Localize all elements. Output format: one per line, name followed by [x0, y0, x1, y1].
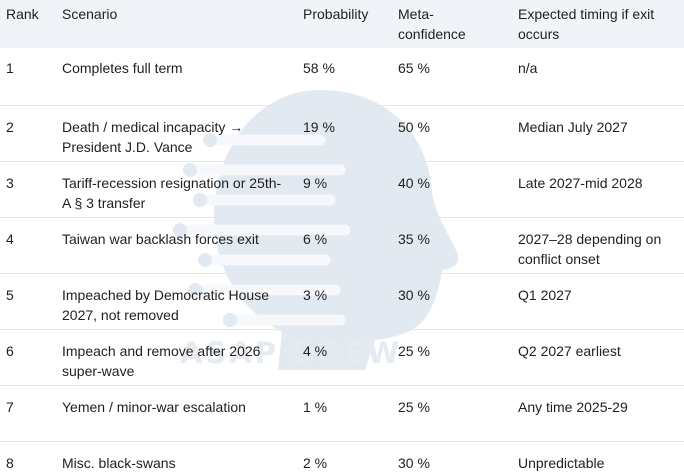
header-timing: Expected timing if exit occurs — [518, 0, 684, 48]
timing-cell: Any time 2025-29 — [518, 384, 684, 441]
table-row: 7 Yemen / minor-war escalation 1 % 25 % … — [0, 384, 684, 441]
scenario-text: Death / medical incapacity → President J… — [62, 118, 244, 155]
timing-text: Late 2027-mid 2028 — [518, 174, 643, 191]
table-header-row: Rank Scenario Probability Meta-confidenc… — [0, 0, 684, 48]
meta-confidence-cell: 40 % — [398, 160, 518, 217]
table-row: 8 Misc. black-swans 2 % 30 % Unpredictab… — [0, 440, 684, 473]
meta-confidence-cell: 65 % — [398, 60, 430, 76]
probability-cell: 4 % — [303, 328, 398, 385]
scenario-cell: Completes full term — [62, 48, 303, 105]
probability-cell: 2 % — [303, 440, 398, 473]
table-row: 5 Impeached by Democratic House 2027, no… — [0, 272, 684, 329]
timing-cell: Q1 2027 — [518, 272, 684, 329]
meta-confidence-cell: 35 % — [398, 216, 518, 273]
probability-cell: 58 % — [303, 60, 335, 76]
meta-confidence-cell: 50 % — [398, 104, 518, 161]
timing-text: Any time 2025-29 — [518, 398, 628, 415]
timing-text: Unpredictable — [518, 454, 605, 471]
timing-text: 2027–28 depending on conflict onset — [518, 230, 662, 267]
timing-cell: Median July 2027 — [518, 104, 684, 161]
scenario-text: Completes full term — [62, 60, 183, 76]
scenario-cell: Yemen / minor-war escalation — [62, 384, 303, 441]
scenario-text: Yemen / minor-war escalation — [62, 398, 246, 415]
header-probability: Probability — [303, 6, 369, 22]
timing-cell: Late 2027-mid 2028 — [518, 160, 684, 217]
rank-cell: 8 — [0, 440, 62, 473]
scenario-cell: Impeach and remove after 2026 super-wave — [62, 328, 303, 385]
scenario-cell: Impeached by Democratic House 2027, not … — [62, 272, 303, 329]
scenario-cell: Taiwan war backlash forces exit — [62, 216, 303, 273]
meta-confidence-cell: 30 % — [398, 440, 518, 473]
probability-cell: 1 % — [303, 384, 398, 441]
rank-cell: 4 — [0, 216, 62, 273]
scenario-text: Impeached by Democratic House 2027, not … — [62, 286, 269, 323]
header-scenario: Scenario — [62, 6, 118, 22]
timing-text: Q1 2027 — [518, 286, 572, 303]
meta-confidence-cell: 25 % — [398, 384, 518, 441]
scenario-cell: Misc. black-swans — [62, 440, 303, 473]
table-row: 4 Taiwan war backlash forces exit 6 % 35… — [0, 216, 684, 273]
scenario-text: Misc. black-swans — [62, 454, 176, 471]
scenario-cell: Tariff-recession resignation or 25th-A §… — [62, 160, 303, 217]
timing-text: n/a — [518, 60, 538, 76]
timing-cell: Unpredictable — [518, 440, 684, 473]
header-timing-label: Expected timing if exit occurs — [518, 6, 655, 42]
scenario-text: Taiwan war backlash forces exit — [62, 230, 259, 247]
timing-cell: n/a — [518, 48, 684, 105]
timing-text: Q2 2027 earliest — [518, 342, 621, 359]
probability-cell: 3 % — [303, 272, 398, 329]
probability-cell: 6 % — [303, 216, 398, 273]
probability-cell: 9 % — [303, 160, 398, 217]
table-row: 3 Tariff-recession resignation or 25th-A… — [0, 160, 684, 217]
table-row: 2 Death / medical incapacity → President… — [0, 104, 684, 161]
timing-cell: 2027–28 depending on conflict onset — [518, 216, 684, 273]
probability-cell: 19 % — [303, 104, 398, 161]
table-row: 1 Completes full term 58 % 65 % n/a — [0, 48, 684, 105]
timing-cell: Q2 2027 earliest — [518, 328, 684, 385]
timing-text: Median July 2027 — [518, 118, 628, 135]
scenario-text: Tariff-recession resignation or 25th-A §… — [62, 174, 282, 211]
rank-cell: 2 — [0, 104, 62, 161]
meta-confidence-cell: 30 % — [398, 272, 518, 329]
rank-cell: 7 — [0, 384, 62, 441]
table-row: 6 Impeach and remove after 2026 super-wa… — [0, 328, 684, 385]
scenario-cell: Death / medical incapacity → President J… — [62, 104, 303, 161]
header-meta-confidence-label: Meta-confidence — [398, 6, 466, 42]
meta-confidence-cell: 25 % — [398, 328, 518, 385]
rank-cell: 3 — [0, 160, 62, 217]
rank-cell: 6 — [0, 328, 62, 385]
rank-cell: 1 — [6, 60, 14, 76]
scenario-text: Impeach and remove after 2026 super-wave — [62, 342, 261, 379]
header-meta-confidence: Meta-confidence — [398, 0, 518, 48]
header-rank: Rank — [6, 6, 39, 22]
rank-cell: 5 — [0, 272, 62, 329]
